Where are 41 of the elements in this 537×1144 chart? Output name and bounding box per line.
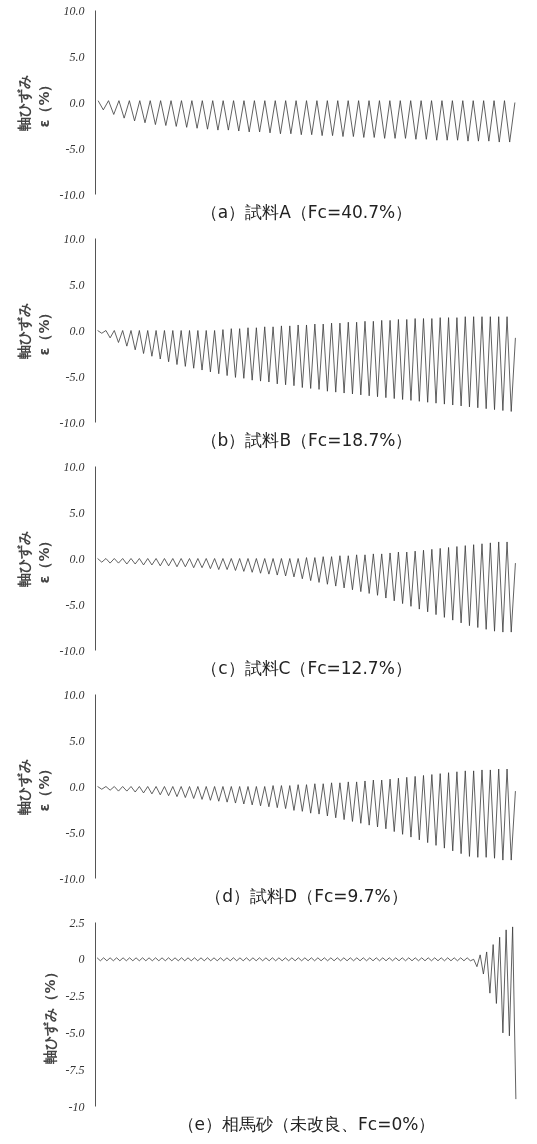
y-axis-title: 軸ひずみ ε（%） — [16, 302, 52, 360]
y-tick-label: -7.5 — [65, 1062, 85, 1077]
text: （a）試料A（Fc=40.7%） — [200, 201, 413, 222]
y-tick-label: -10.0 — [59, 871, 85, 886]
line-series — [97, 100, 516, 143]
y-tick-label: 0.0 — [69, 323, 85, 338]
y-tick-label: -5.0 — [65, 1025, 85, 1040]
y-tick-label: -10.0 — [59, 187, 85, 202]
y-tick-label: 0.0 — [69, 779, 85, 794]
line-series — [97, 768, 516, 861]
y-axis-title: 軸ひずみ ε（%） — [16, 758, 52, 816]
y-tick-label: 10.0 — [63, 687, 85, 702]
y-axis-title: 軸ひずみ ε（%） — [16, 74, 52, 132]
y-tick-label: 0.0 — [69, 551, 85, 566]
y-tick-label: 10.0 — [63, 231, 85, 246]
y-tick-label: -10 — [68, 1099, 85, 1114]
y-tick-label: 0.0 — [69, 95, 85, 110]
y-axis-title: 軸ひずみ（%） — [41, 965, 59, 1065]
y-tick-label: 5.0 — [69, 733, 85, 748]
line-series — [96, 926, 517, 1100]
y-tick-label: 10.0 — [63, 3, 85, 18]
y-tick-label: 0 — [78, 952, 85, 967]
y-tick-label: -5.0 — [65, 369, 85, 384]
y-tick-label: 10.0 — [63, 459, 85, 474]
y-tick-label: -2.5 — [65, 989, 85, 1004]
line-series — [97, 316, 516, 412]
text: （c）試料C（Fc=12.7%） — [201, 657, 412, 678]
y-tick-label: -10.0 — [59, 415, 85, 430]
y-tick-label: -5.0 — [65, 825, 85, 840]
text: （b）試料B（Fc=18.7%） — [200, 429, 413, 450]
y-tick-label: 2.5 — [69, 915, 85, 930]
text: （d）試料D（Fc=9.7%） — [205, 885, 408, 906]
y-axis-title: 軸ひずみ ε（%） — [16, 530, 52, 588]
y-tick-label: 5.0 — [69, 505, 85, 520]
text: （e）相馬砂（未改良、Fc=0%） — [177, 1113, 436, 1134]
y-tick-label: 5.0 — [69, 49, 85, 64]
y-tick-label: -5.0 — [65, 597, 85, 612]
line-series — [97, 541, 516, 633]
y-tick-label: 5.0 — [69, 277, 85, 292]
y-tick-label: -5.0 — [65, 141, 85, 156]
y-tick-label: -10.0 — [59, 643, 85, 658]
